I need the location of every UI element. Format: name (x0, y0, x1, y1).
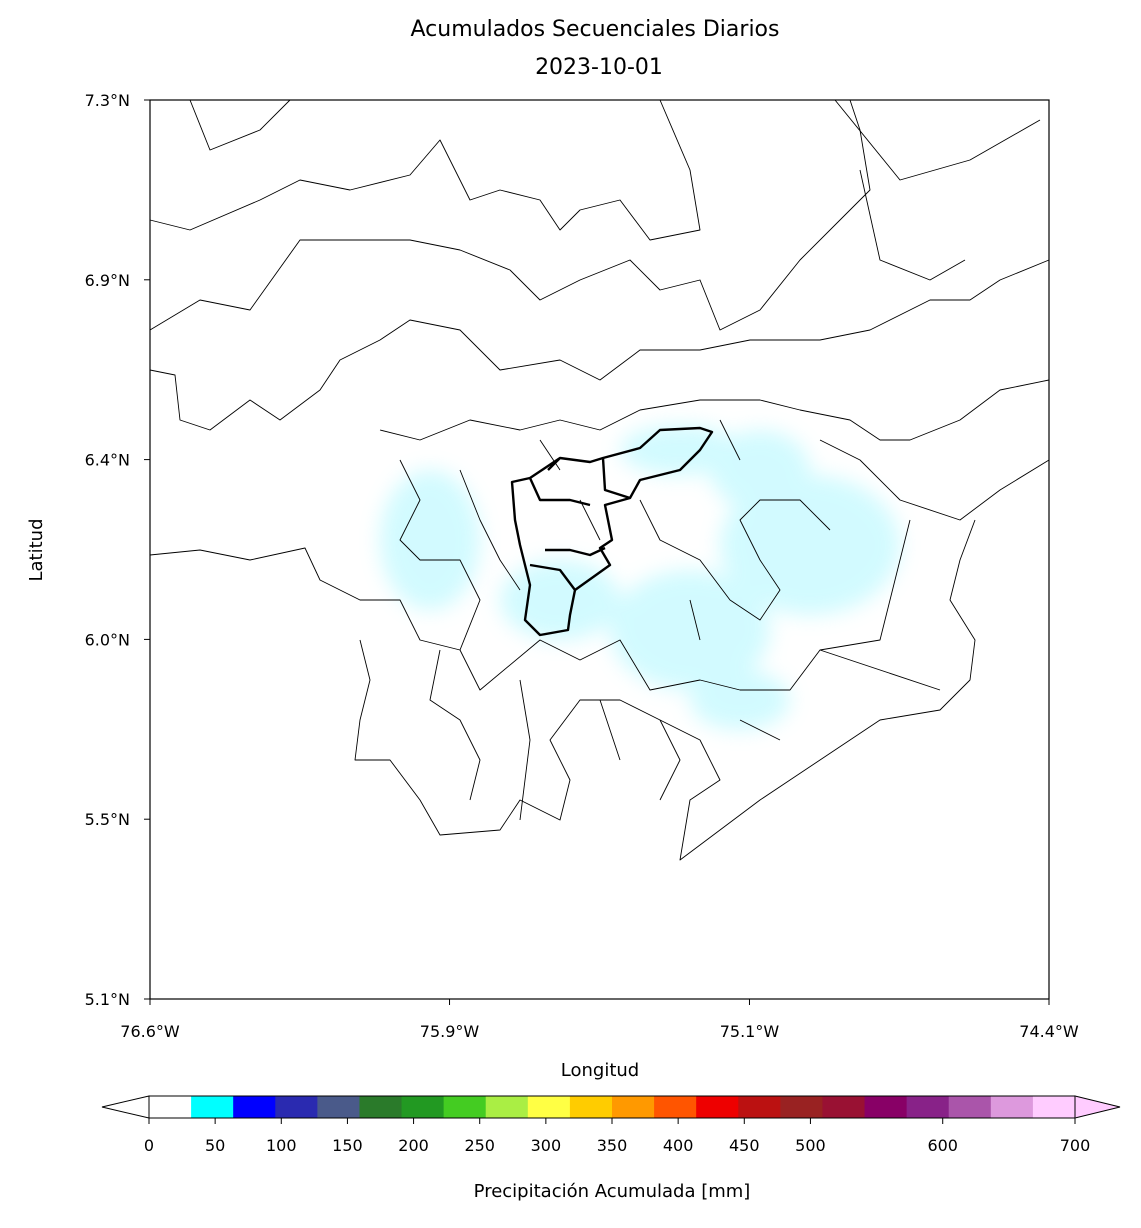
colorbar-segment (191, 1096, 234, 1118)
y-tick-label: 6.0°N (85, 630, 130, 649)
map-subtitle: 2023-10-01 (535, 55, 663, 80)
metro-boundary (510, 426, 714, 637)
colorbar-tick-label: 500 (795, 1136, 826, 1155)
x-tick-label: 75.9°W (420, 1022, 480, 1041)
y-tick-label: 7.3°N (85, 91, 130, 110)
colorbar-segment (990, 1096, 1034, 1118)
colorbar-tick-label: 250 (464, 1136, 495, 1155)
y-axis-label: Latitud (26, 518, 47, 581)
colorbar-segment (822, 1096, 866, 1118)
colorbar-segment (359, 1096, 403, 1118)
colorbar-tick-label: 400 (663, 1136, 694, 1155)
colorbar-tick-label: 700 (1060, 1136, 1091, 1155)
colorbar-segment (485, 1096, 529, 1118)
colorbar-segment (443, 1096, 487, 1118)
colorbar-segment (527, 1096, 571, 1118)
colorbar-extend-low (101, 1095, 150, 1119)
colorbar-tick-label: 450 (729, 1136, 760, 1155)
colorbar-extend-high (1074, 1095, 1121, 1119)
colorbar-segment (275, 1096, 318, 1118)
map-title: Acumulados Secuenciales Diarios (411, 17, 780, 42)
axis-ticks: 76.6°W 75.9°W 75.1°W 74.4°W 5.1°N 5.5°N 6.0°N 6… (85, 91, 1079, 1041)
colorbar-tick-label: 50 (205, 1136, 225, 1155)
colorbar-label: Precipitación Acumulada [mm] (474, 1181, 751, 1202)
colorbar-segment (612, 1096, 655, 1118)
colorbar-tick-label: 600 (927, 1136, 958, 1155)
colorbar-segment (401, 1096, 445, 1118)
colorbar-segment (1032, 1096, 1076, 1118)
colorbar-segment (906, 1096, 950, 1118)
colorbar-segment (233, 1096, 276, 1118)
colorbar-segment (948, 1096, 992, 1118)
y-tick-label: 6.4°N (85, 451, 130, 470)
x-tick-label: 75.1°W (720, 1022, 780, 1041)
x-tick-label: 76.6°W (120, 1022, 180, 1041)
colorbar-segment (780, 1096, 824, 1118)
colorbar-tick-label: 150 (332, 1136, 363, 1155)
colorbar-segment (654, 1096, 697, 1118)
colorbar-tick-label: 100 (266, 1136, 297, 1155)
x-axis-label: Longitud (561, 1060, 639, 1081)
colorbar-tick-label: 0 (144, 1136, 154, 1155)
precipitation-field (380, 425, 900, 730)
y-tick-label: 5.1°N (85, 990, 130, 1009)
colorbar-tick-label: 200 (398, 1136, 429, 1155)
colorbar: 0 50 100 150 200 250 300 350 400 450 500 600 700 (101, 1095, 1121, 1155)
municipal-boundaries (149, 99, 1050, 861)
colorbar-segment (569, 1096, 613, 1118)
colorbar-segment (317, 1096, 361, 1118)
colorbar-tick-label: 300 (531, 1136, 562, 1155)
x-tick-label: 74.4°W (1019, 1022, 1079, 1041)
colorbar-segment (696, 1096, 739, 1118)
y-tick-label: 5.5°N (85, 810, 130, 829)
colorbar-tick-label: 350 (597, 1136, 628, 1155)
colorbar-segment (864, 1096, 908, 1118)
map-frame (149, 99, 1050, 1000)
colorbar-segment (738, 1096, 781, 1118)
colorbar-segment (149, 1096, 192, 1118)
y-tick-label: 6.9°N (85, 271, 130, 290)
